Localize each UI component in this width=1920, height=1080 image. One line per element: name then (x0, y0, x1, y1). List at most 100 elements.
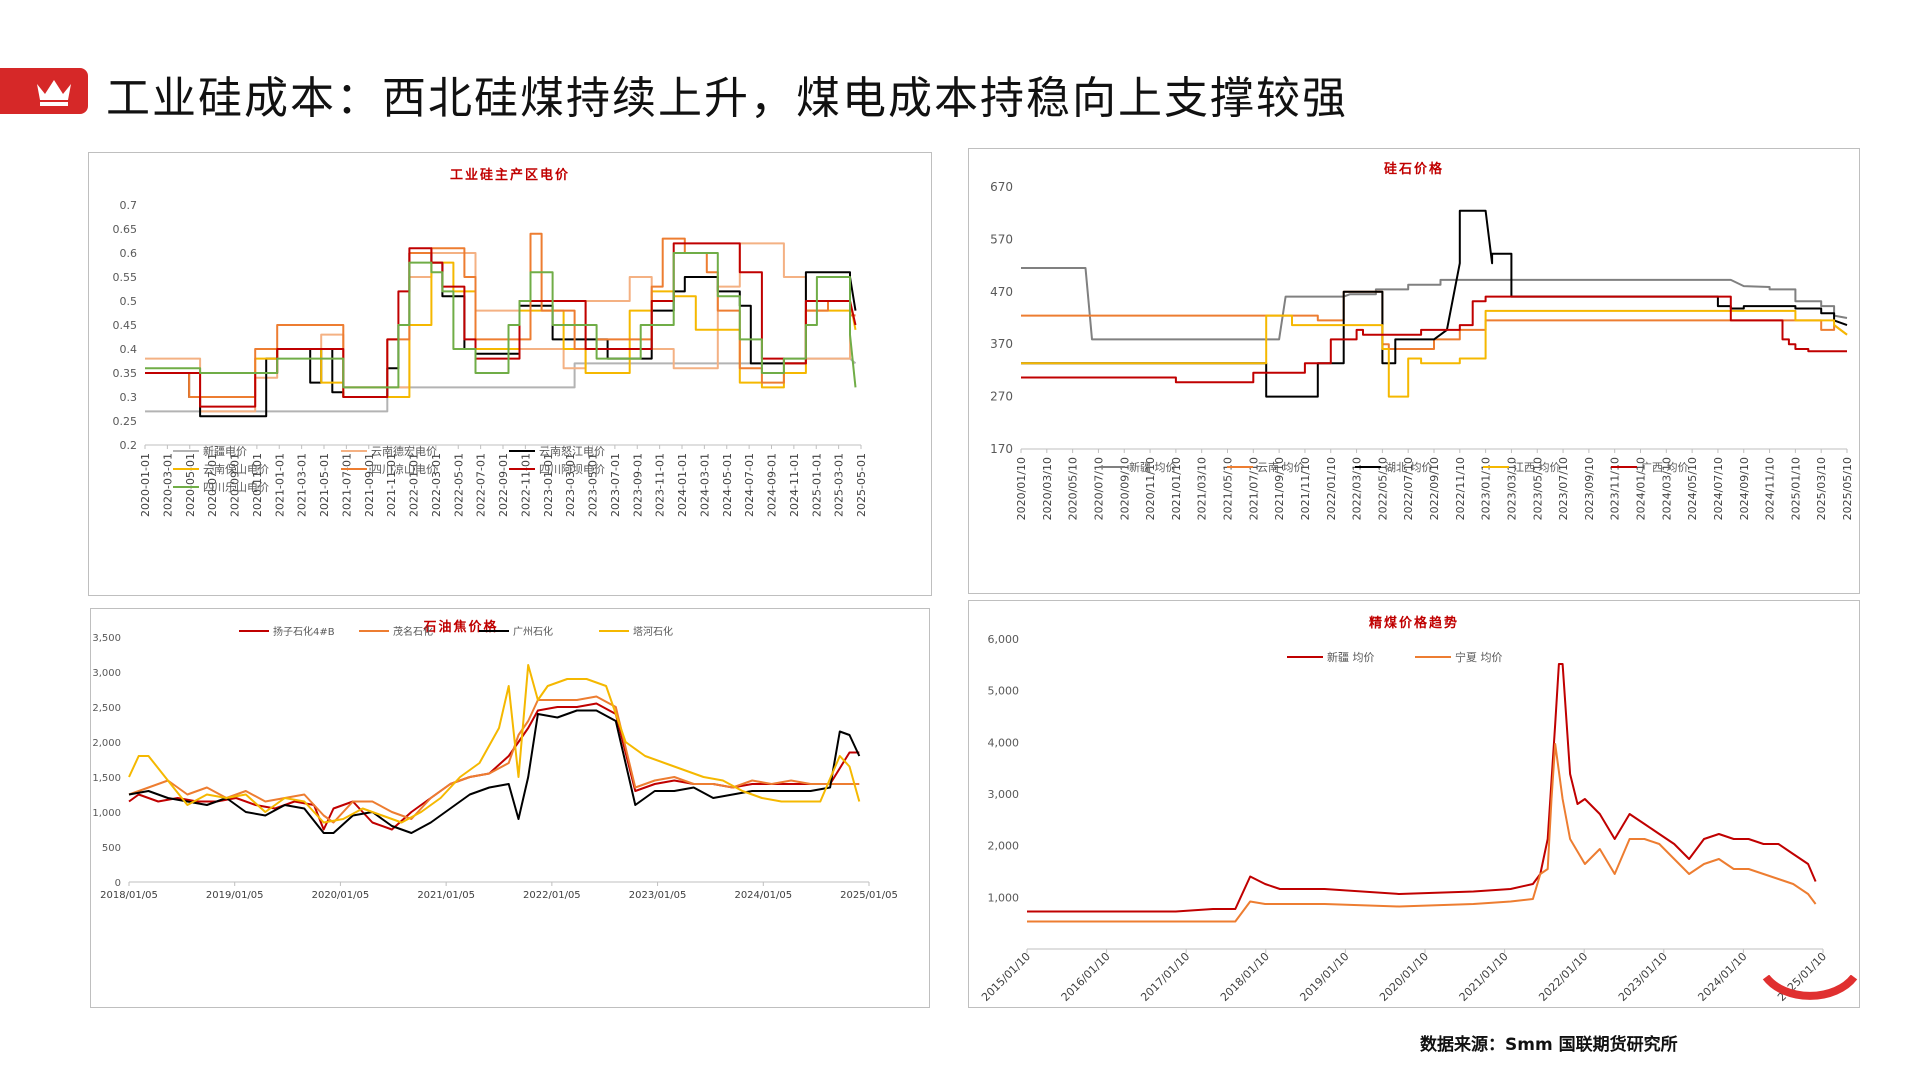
chart-silica: 硅石价格 170 270 370 470 570 670 2020/01/10 2020/03/… (968, 148, 1860, 594)
x-tick-label: 2020/01/10 (1377, 950, 1431, 1004)
x-tick-label: 2021/01/10 (1457, 950, 1511, 1004)
y-tick-label: 0.25 (113, 415, 138, 428)
series-line (1021, 309, 1848, 398)
x-tick-label: 2024/01/10 (1695, 950, 1749, 1004)
legend-label: 广西 均价 (1641, 461, 1689, 474)
x-tick-label: 2023/01/10 (1616, 950, 1670, 1004)
y-tick-label: 670 (990, 180, 1013, 194)
x-tick-label: 2023/01/05 (629, 890, 687, 901)
y-tick-label: 0.55 (113, 271, 138, 284)
y-tick-label: 0.5 (120, 295, 138, 308)
x-tick-label: 2024/01/10 (1635, 457, 1648, 520)
legend-label: 广州石化 (513, 625, 553, 638)
y-tick-label: 500 (102, 843, 121, 854)
x-tick-label: 2024-05-01 (721, 453, 734, 517)
x-tick-label: 2016/01/10 (1059, 950, 1113, 1004)
y-tick-label: 3,000 (988, 788, 1020, 801)
x-tick-label: 2021-03-01 (296, 453, 309, 517)
x-tick-label: 2022-03-01 (430, 453, 443, 517)
series-line (145, 252, 857, 418)
legend-label: 茂名石化 (393, 625, 433, 638)
y-tick-label: 270 (990, 390, 1013, 404)
x-tick-label: 2024-03-01 (698, 453, 711, 517)
x-tick-label: 2025-01-01 (810, 453, 823, 517)
x-tick-label: 2022/01/05 (523, 890, 581, 901)
legend-label: 江西 均价 (1513, 461, 1561, 474)
x-tick-label: 2022/01/10 (1325, 457, 1338, 520)
series-line (128, 664, 861, 824)
x-tick-label: 2021-05-01 (318, 453, 331, 517)
x-tick-label: 2023-03-01 (564, 453, 577, 517)
x-tick-label: 2023-07-01 (609, 453, 622, 517)
x-tick-label: 2020-05-01 (184, 453, 197, 517)
x-tick-label: 2020/03/10 (1041, 457, 1054, 520)
x-tick-label: 2023/09/10 (1583, 457, 1596, 520)
legend-label: 扬子石化4#B (273, 625, 335, 638)
series-line (1021, 290, 1848, 350)
x-tick-label: 2017/01/10 (1138, 950, 1192, 1004)
x-tick-label: 2025/03/10 (1815, 457, 1828, 520)
x-tick-label: 2020/09/10 (1118, 457, 1131, 520)
x-tick-label: 2015/01/10 (979, 950, 1033, 1004)
y-tick-label: 2,500 (92, 703, 121, 714)
legend-label: 新疆 均价 (1129, 460, 1177, 474)
y-tick-label: 0.6 (120, 247, 138, 260)
y-tick-label: 0.3 (120, 391, 138, 404)
x-tick-label: 2020/01/10 (1015, 457, 1028, 520)
x-tick-label: 2020-01-01 (139, 453, 152, 517)
x-tick-label: 2018/01/10 (1218, 950, 1272, 1004)
x-tick-label: 2022/05/10 (1376, 457, 1389, 520)
legend-label: 云南 均价 (1257, 461, 1305, 474)
legend-label: 塔河石化 (633, 625, 673, 638)
legend-label: 云南怒江电价 (539, 444, 605, 458)
x-tick-label: 2023/05/10 (1531, 457, 1544, 520)
x-tick-label: 2022/01/10 (1536, 950, 1590, 1004)
x-tick-label: 2022-05-01 (452, 453, 465, 517)
y-tick-label: 3,000 (92, 668, 121, 679)
y-tick-label: 0 (115, 878, 121, 889)
x-tick-label: 2024/11/10 (1764, 457, 1777, 520)
y-tick-label: 170 (990, 442, 1013, 456)
legend-label: 四川凉山电价 (371, 462, 437, 476)
legend-label: 宁夏 均价 (1455, 650, 1503, 664)
x-tick-label: 2024/01/05 (734, 890, 792, 901)
y-tick-label: 0.7 (120, 199, 138, 212)
x-tick-label: 2021/01/05 (417, 890, 475, 901)
series-line (1021, 267, 1848, 341)
x-tick-label: 2025/01/05 (840, 890, 898, 901)
x-tick-label: 2021/03/10 (1196, 457, 1209, 520)
x-tick-label: 2025-03-01 (833, 453, 846, 517)
x-tick-label: 2019/01/05 (206, 890, 264, 901)
x-tick-label: 2023-01-01 (542, 453, 555, 517)
x-tick-label: 2023/11/10 (1609, 457, 1622, 520)
legend-label: 四川阿坝电价 (539, 462, 605, 476)
legend-label: 云南德宏电价 (371, 444, 437, 458)
x-tick-label: 2021/09/10 (1273, 457, 1286, 520)
series-line (145, 242, 856, 413)
page-title: 工业硅成本：西北硅煤持续上升，煤电成本持稳向上支撑较强 (106, 73, 1348, 124)
y-tick-label: 0.65 (113, 223, 138, 236)
series-line (1027, 743, 1817, 923)
y-tick-label: 1,500 (92, 773, 121, 784)
series-line (145, 252, 857, 389)
x-tick-label: 2021/01/10 (1170, 457, 1183, 520)
x-tick-label: 2020/11/10 (1144, 457, 1157, 520)
title-accent-bar (0, 68, 88, 114)
decorative-arc (1762, 975, 1858, 1000)
chart-electricity: 工业硅主产区电价 0.2 0.25 0.3 0.35 0.4 0.45 0.5 0.55 0.6 0… (88, 152, 932, 596)
chart-title: 石油焦价格 (422, 619, 498, 635)
legend-label: 云南保山电价 (203, 462, 269, 476)
x-tick-label: 2023-09-01 (631, 453, 644, 517)
x-tick-label: 2024/07/10 (1712, 457, 1725, 520)
x-tick-label: 2022/07/10 (1402, 457, 1415, 520)
y-tick-label: 4,000 (988, 736, 1020, 749)
x-tick-label: 2022/11/10 (1454, 457, 1467, 520)
x-tick-label: 2023/03/10 (1505, 457, 1518, 520)
x-tick-label: 2022-11-01 (519, 453, 532, 517)
x-tick-label: 2020-03-01 (161, 453, 174, 517)
y-tick-label: 570 (990, 232, 1013, 246)
x-tick-label: 2019/01/10 (1297, 950, 1351, 1004)
x-tick-label: 2022/03/10 (1351, 457, 1364, 520)
series-line (128, 695, 860, 824)
y-tick-label: 3,500 (92, 633, 121, 644)
